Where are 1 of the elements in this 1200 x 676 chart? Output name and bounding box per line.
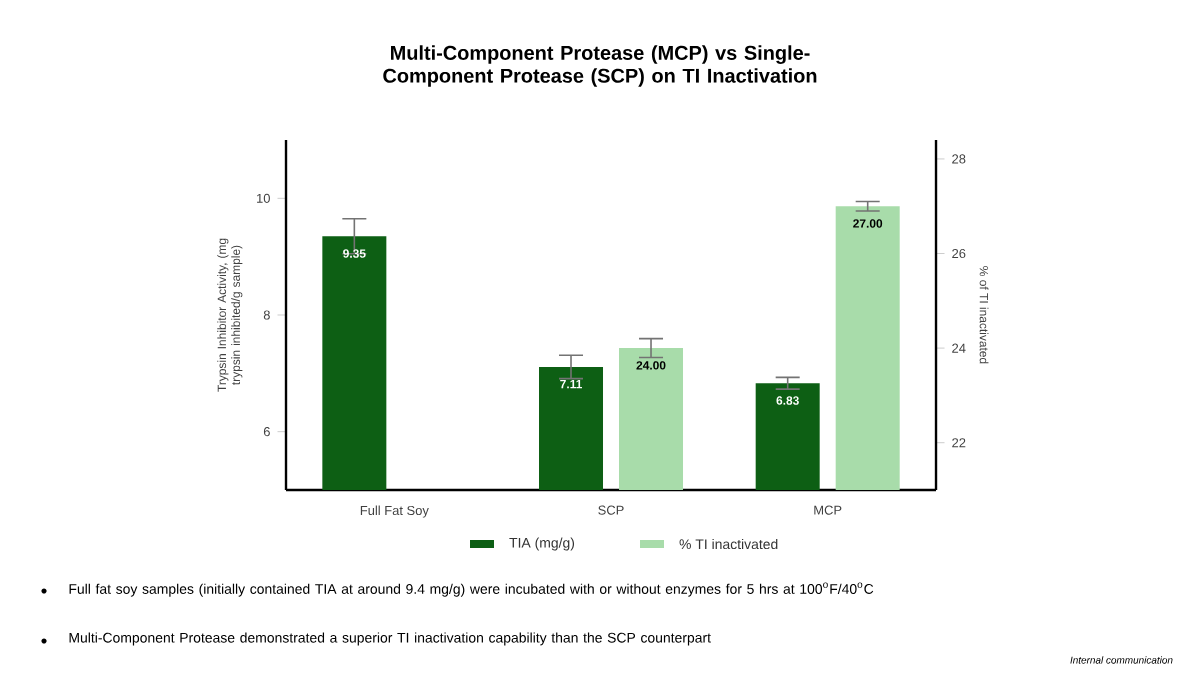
chart-title: Multi-Component Protease (MCP) vs Single-Component Protease (SCP) on TI Inactivation <box>383 45 817 87</box>
